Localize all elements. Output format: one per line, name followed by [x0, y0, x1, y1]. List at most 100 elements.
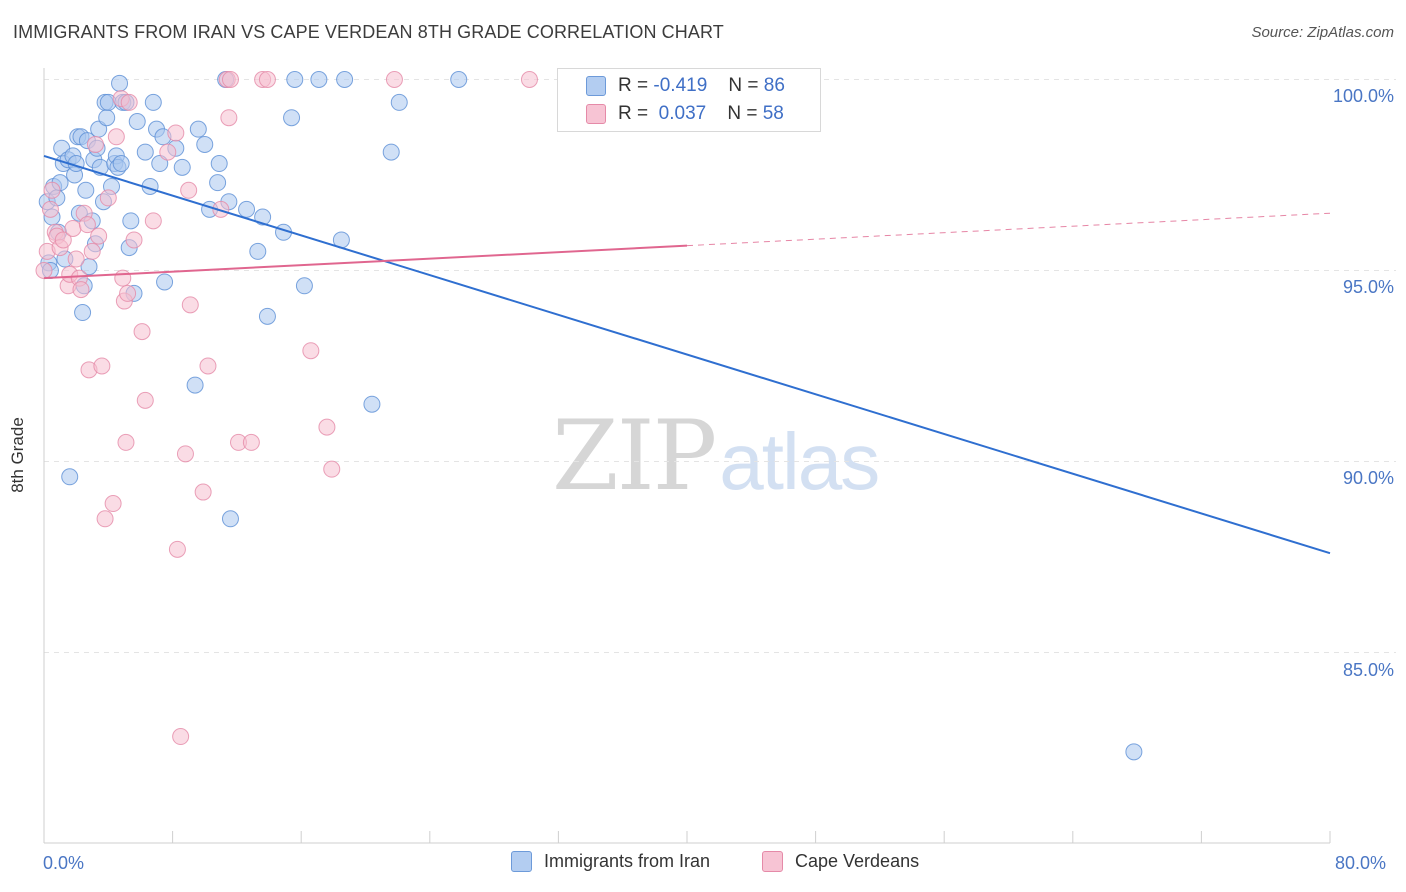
cape-verdean-data-point — [180, 181, 198, 199]
iran-data-point — [382, 143, 400, 161]
stats-legend: R = -0.419 N = 86 R = 0.037 N = 58 — [557, 68, 821, 132]
cape-verdean-data-point — [144, 212, 162, 230]
cape-verdean-data-point — [107, 128, 125, 146]
cape-verdean-data-point — [64, 219, 82, 237]
r-label: R = — [618, 75, 649, 96]
cape-verdean-data-point — [159, 143, 177, 161]
iran-data-point — [390, 93, 408, 111]
cape-verdean-data-point — [120, 93, 138, 111]
iran-data-point — [210, 155, 228, 173]
cape-verdean-data-point — [67, 250, 85, 268]
iran-data-point — [111, 74, 129, 92]
bottom-legend-cape-verdean: Cape Verdeans — [762, 851, 919, 872]
bottom-legend-label: Immigrants from Iran — [544, 851, 711, 871]
pink-swatch-icon — [586, 104, 606, 124]
iran-data-point — [363, 395, 381, 413]
cape-verdean-data-point — [176, 445, 194, 463]
cape-verdean-data-point — [385, 71, 403, 88]
bottom-legend-label: Cape Verdeans — [795, 851, 920, 871]
cape-verdean-data-point — [181, 296, 199, 314]
cape-verdean-data-point — [41, 200, 59, 218]
cape-verdean-data-point — [114, 269, 132, 287]
blue-swatch-icon — [511, 851, 532, 872]
cape-verdean-data-point — [199, 357, 217, 375]
cape-verdean-data-point — [78, 216, 96, 234]
cape-verdean-data-point — [96, 510, 114, 528]
iran-data-point — [249, 242, 267, 260]
cape-verdean-data-point — [99, 189, 117, 207]
iran-data-point — [77, 181, 95, 199]
cape-verdean-data-point — [520, 71, 538, 88]
cape-verdean-data-point — [54, 231, 72, 249]
cape-verdean-data-point — [43, 181, 61, 199]
iran-trend-line — [43, 154, 1331, 555]
r-label: R = — [618, 103, 649, 124]
cape-verdean-trend-extension — [686, 212, 1331, 247]
cape-verdean-data-point — [172, 728, 190, 746]
cape-verdean-data-point — [86, 135, 104, 153]
cape-verdean-data-point — [323, 460, 341, 478]
y-tick-label: 100.0% — [1332, 86, 1394, 106]
cape-verdean-data-point — [133, 323, 151, 341]
iran-data-point — [186, 376, 204, 394]
n-label: N = — [728, 75, 759, 96]
iran-data-point — [144, 93, 162, 111]
cape-verdean-trend-line — [43, 244, 688, 280]
iran-data-point — [310, 71, 328, 88]
cape-verdean-data-point — [136, 391, 154, 409]
cape-verdean-data-point — [125, 231, 143, 249]
y-axis-label: 8th Grade — [8, 417, 27, 493]
iran-data-point — [189, 120, 207, 138]
cape-verdean-data-point — [83, 242, 101, 260]
cape-verdean-data-point — [168, 540, 186, 558]
chart-title: IMMIGRANTS FROM IRAN VS CAPE VERDEAN 8TH… — [13, 22, 724, 42]
iran-data-point — [98, 109, 116, 127]
iran-data-point — [295, 277, 313, 295]
n-value: 86 — [763, 75, 785, 96]
iran-data-point — [238, 200, 256, 218]
cape-verdean-data-point — [221, 71, 239, 88]
cape-verdean-data-point — [212, 200, 230, 218]
iran-data-point — [196, 135, 214, 153]
r-value: 0.037 — [658, 103, 707, 124]
blue-swatch-icon — [586, 76, 606, 96]
pink-swatch-icon — [762, 851, 783, 872]
iran-data-point — [74, 304, 92, 322]
cape-verdean-data-point — [220, 109, 238, 127]
iran-data-point — [136, 143, 154, 161]
iran-data-point — [254, 208, 272, 226]
iran-data-point — [336, 71, 354, 88]
y-tick-label: 90.0% — [1342, 468, 1394, 488]
cape-verdean-data-point — [119, 284, 137, 302]
cape-verdean-data-point — [242, 433, 260, 451]
cape-verdean-data-point — [72, 281, 90, 299]
y-tick-label: 95.0% — [1342, 277, 1394, 297]
iran-data-point — [450, 71, 468, 88]
cape-verdean-data-point — [167, 124, 185, 142]
cape-verdean-data-point — [35, 262, 53, 279]
legend-text-iran: R = -0.419 N = 86 — [618, 75, 785, 97]
source-label: Source: ZipAtlas.com — [1251, 24, 1394, 41]
iran-data-point — [209, 174, 227, 192]
n-label: N = — [727, 103, 758, 124]
iran-data-point — [122, 212, 140, 230]
iran-data-point — [156, 273, 174, 291]
x-tick-label-min: 0.0% — [43, 853, 85, 873]
legend-row-iran: R = -0.419 N = 86 — [558, 72, 820, 100]
legend-text-cape-verdean: R = 0.037 N = 58 — [618, 103, 784, 125]
cape-verdean-data-point — [318, 418, 336, 436]
iran-data-point — [1125, 743, 1143, 761]
iran-data-point — [221, 510, 239, 528]
cape-verdean-data-point — [104, 495, 122, 513]
iran-data-point — [112, 155, 130, 173]
iran-data-point — [286, 71, 304, 88]
iran-data-point — [61, 468, 79, 486]
cape-verdean-data-point — [93, 357, 111, 375]
bottom-legend-iran: Immigrants from Iran — [511, 851, 710, 872]
iran-data-point — [258, 307, 276, 325]
iran-data-point — [128, 113, 146, 131]
n-value: 58 — [762, 103, 784, 124]
cape-verdean-data-point — [302, 342, 320, 360]
iran-data-point — [173, 158, 191, 176]
